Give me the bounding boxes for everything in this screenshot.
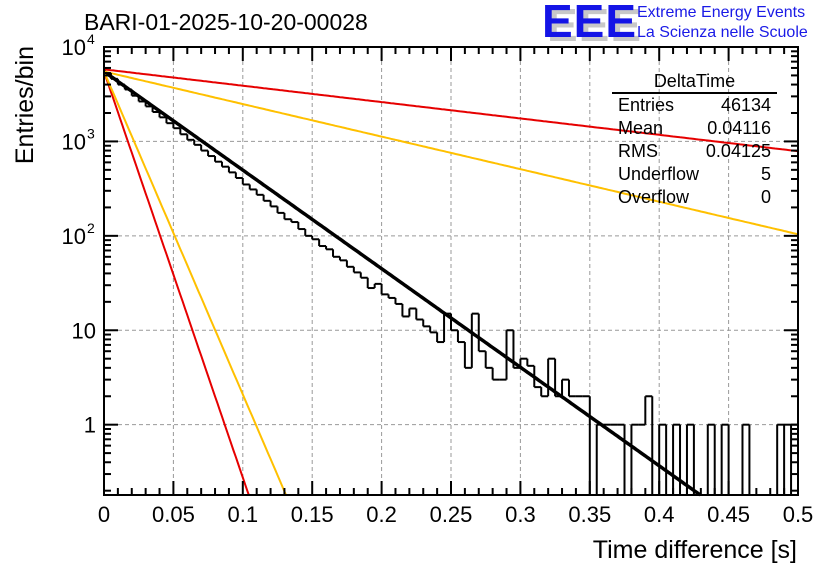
stats-row-mean: Mean 0.04116 (612, 117, 777, 140)
stats-value: 46134 (720, 95, 771, 115)
x-axis-title: Time difference [s] (593, 536, 797, 564)
stats-row-entries: Entries 46134 (612, 94, 777, 117)
axis-ticks (103, 46, 799, 495)
fit-curve (103, 68, 799, 153)
stats-value: 0.04125 (705, 141, 771, 161)
eee-logo: EEE Extreme Energy Events La Scienza nel… (542, 0, 832, 47)
eee-logo-mark: EEE (542, 0, 638, 47)
stats-label: Overflow (618, 187, 690, 207)
y-tick-exponent: 3 (87, 125, 95, 141)
x-tick-label: 0.25 (430, 502, 473, 527)
x-tick-labels: 0 0.05 0.1 0.15 0.2 0.25 0.3 0.35 0.4 0.45 0.5 (98, 502, 813, 527)
x-tick-label: 0.45 (707, 502, 750, 527)
stats-label: Entries (618, 95, 675, 115)
x-tick-label: 0.3 (505, 502, 536, 527)
fit-curve (103, 71, 250, 496)
logo-line-2: La Scienza nelle Scuole (637, 24, 808, 41)
stats-value: 0.04116 (707, 118, 771, 138)
fit-curve (103, 70, 799, 236)
x-tick-label: 0.5 (783, 502, 814, 527)
run-title: BARI-01-2025-10-20-00028 (84, 9, 368, 35)
fit-curve (103, 71, 287, 496)
x-tick-label: 0.4 (644, 502, 675, 527)
stats-row-rms: RMS 0.04125 (612, 140, 777, 163)
x-tick-label: 0.2 (366, 502, 397, 527)
y-tick-label: 1 (84, 413, 96, 438)
stats-label: RMS (618, 141, 658, 161)
x-tick-label: 0.15 (291, 502, 334, 527)
x-tick-label: 0.05 (152, 502, 195, 527)
stats-title: DeltaTime (612, 70, 777, 94)
stats-row-overflow: Overflow 0 (612, 186, 777, 209)
logo-line-1: Extreme Energy Events (637, 4, 806, 21)
stats-label: Underflow (618, 164, 700, 184)
histogram-bins (103, 72, 798, 496)
stats-box: DeltaTime Entries 46134 Mean 0.04116 RMS… (612, 70, 777, 209)
stats-value: 5 (760, 164, 771, 184)
stats-row-underflow: Underflow 5 (612, 163, 777, 186)
y-tick-label: 10 (62, 224, 86, 249)
x-tick-label: 0.1 (228, 502, 259, 527)
y-tick-exponent: 4 (87, 31, 95, 47)
y-tick-label: 10 (72, 318, 96, 343)
stats-value: 0 (760, 187, 771, 207)
y-tick-exponent: 2 (87, 220, 95, 236)
x-tick-label: 0.35 (568, 502, 611, 527)
y-tick-label: 10 (62, 129, 86, 154)
fit-curve (102, 70, 702, 497)
x-tick-label: 0 (98, 502, 110, 527)
y-axis-title: Entries/bin (11, 46, 39, 164)
y-tick-label: 10 (62, 35, 86, 60)
fit-curves (102, 68, 799, 497)
stats-label: Mean (618, 118, 664, 138)
